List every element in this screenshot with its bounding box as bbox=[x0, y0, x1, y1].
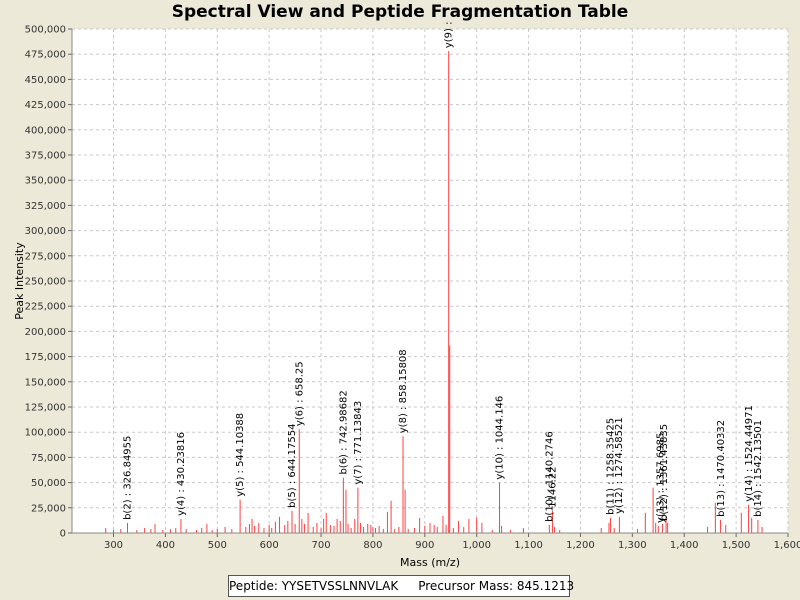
y-tick-label: 125,000 bbox=[25, 403, 66, 414]
y-tick-label: 375,000 bbox=[25, 151, 66, 162]
y-tick-label: 450,000 bbox=[25, 75, 66, 86]
peak-series bbox=[105, 51, 763, 533]
peptide-info-box: Peptide: YYSETVSSLNNVLAK Precursor Mass: … bbox=[228, 575, 574, 597]
precursor-mass: Precursor Mass: 845.1213 bbox=[418, 579, 575, 593]
y-axis-label: Peak Intensity bbox=[13, 242, 26, 320]
peak-annotation-label: y(13) : 1357.6985 bbox=[655, 433, 666, 523]
peak-annotation-label: y(10) : 1044.146 bbox=[495, 396, 506, 480]
x-tick-label: 400 bbox=[156, 540, 175, 551]
peak-annotation-label: y(6) : 658.25 bbox=[294, 361, 305, 426]
x-tick-label: 1,600 bbox=[774, 540, 800, 551]
axes: 0 25,000 50,000 75,000 100,000 125,000 150,000… bbox=[25, 25, 800, 552]
peak-annotation-label: b(2) : 326.84955 bbox=[122, 436, 133, 520]
peak-annotation-label: y(14) : 1524.44971 bbox=[744, 405, 755, 502]
y-tick-label: 500,000 bbox=[25, 25, 66, 36]
y-tick-label: 150,000 bbox=[25, 377, 66, 388]
y-tick-label: 50,000 bbox=[31, 478, 66, 489]
x-tick-label: 1,100 bbox=[514, 540, 543, 551]
peak-annotation-label: 1146.22 bbox=[547, 466, 558, 507]
peak-annotation-label: b(11) : 1258.35425 bbox=[606, 418, 617, 515]
x-tick-label: 600 bbox=[260, 540, 279, 551]
y-tick-label: 200,000 bbox=[25, 327, 66, 338]
x-tick-label: 700 bbox=[311, 540, 330, 551]
y-tick-label: 475,000 bbox=[25, 50, 66, 61]
peak-annotation-label: y(8) : 858.15808 bbox=[398, 349, 409, 433]
peak-annotation-label: y(12) : 1274.58521 bbox=[614, 417, 625, 514]
y-tick-label: 350,000 bbox=[25, 176, 66, 187]
peak-annotation-label: b(13) : 1470.40332 bbox=[716, 420, 727, 517]
peptide-sequence: Peptide: YYSETVSSLNNVLAK bbox=[229, 579, 399, 593]
y-tick-label: 425,000 bbox=[25, 100, 66, 111]
y-tick-label: 250,000 bbox=[25, 277, 66, 288]
x-tick-label: 1,500 bbox=[722, 540, 751, 551]
y-tick-label: 0 bbox=[60, 529, 66, 540]
x-tick-label: 300 bbox=[104, 540, 123, 551]
y-tick-label: 300,000 bbox=[25, 226, 66, 237]
peak-annotation-label: y(5) : 544.10388 bbox=[235, 413, 246, 497]
y-tick-label: 400,000 bbox=[25, 125, 66, 136]
x-axis-label: Mass (m/z) bbox=[400, 556, 460, 569]
x-tick-label: 1,400 bbox=[670, 540, 699, 551]
x-tick-label: 800 bbox=[363, 540, 382, 551]
x-tick-label: 500 bbox=[208, 540, 227, 551]
peak-annotation-label: y(7) : 771.13843 bbox=[353, 401, 364, 485]
grid-lines bbox=[72, 28, 789, 533]
peak-annotation-label: b(14) : 1542.13501 bbox=[753, 420, 764, 517]
y-tick-label: 225,000 bbox=[25, 302, 66, 313]
x-tick-label: 900 bbox=[415, 540, 434, 551]
peak-annotations: b(2) : 326.84955 y(4) : 430.23816 y(5) : 5… bbox=[122, 22, 764, 523]
y-tick-label: 275,000 bbox=[25, 251, 66, 262]
y-tick-label: 100,000 bbox=[25, 428, 66, 439]
x-tick-label: 1,000 bbox=[462, 540, 491, 551]
peak-annotation-label: y(9) : bbox=[444, 22, 455, 49]
peak-annotation-label: b(12) : 1361.43835 bbox=[659, 424, 670, 521]
y-tick-label: 75,000 bbox=[31, 453, 66, 464]
peak-annotation-label: b(6) : 742.98682 bbox=[338, 390, 349, 474]
y-tick-label: 175,000 bbox=[25, 352, 66, 363]
peak-annotation-label: y(4) : 430.23816 bbox=[176, 432, 187, 516]
x-tick-label: 1,200 bbox=[566, 540, 595, 551]
spectrum-chart: b(2) : 326.84955 y(4) : 430.23816 y(5) : 5… bbox=[13, 22, 800, 569]
x-tick-label: 1,300 bbox=[618, 540, 647, 551]
y-tick-label: 325,000 bbox=[25, 201, 66, 212]
peak-annotation-label: b(5) : 644.17554 bbox=[287, 423, 298, 507]
y-tick-label: 25,000 bbox=[31, 503, 66, 514]
peak-annotation-label: b(10) : 1140.2746 bbox=[544, 431, 555, 522]
chart-title: Spectral View and Peptide Fragmentation … bbox=[171, 2, 629, 22]
